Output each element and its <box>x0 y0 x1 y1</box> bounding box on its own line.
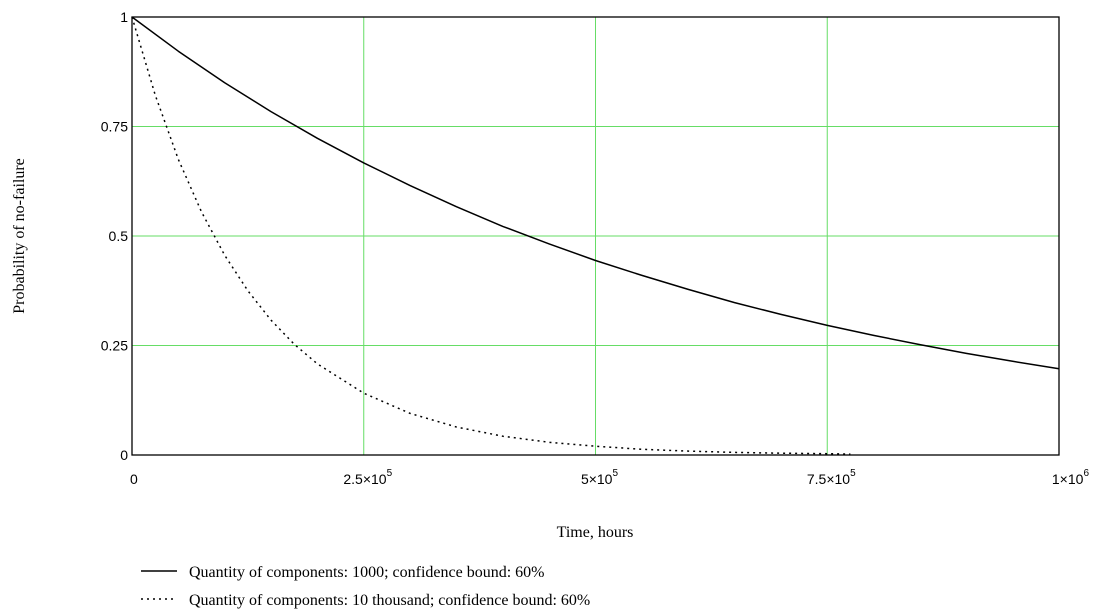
y-tick-label: 1 <box>120 9 128 25</box>
y-tick-label: 0 <box>120 447 128 463</box>
legend-label-series-2: Quantity of components: 10 thousand; con… <box>189 592 590 609</box>
y-tick-label: 0.25 <box>101 338 128 354</box>
y-tick-label: 0.5 <box>109 228 129 244</box>
x-axis-label: Time, hours <box>557 524 634 541</box>
x-tick-label: 0 <box>130 471 138 487</box>
y-axis-label: Probability of no-failure <box>11 158 28 314</box>
plot-frame <box>131 16 1060 456</box>
y-tick-label: 0.75 <box>101 119 128 135</box>
series-line-2 <box>131 16 851 455</box>
x-tick-label: 5×105 <box>581 468 619 487</box>
series-line-1 <box>131 16 1060 370</box>
y-ticks: 0 0.25 0.5 0.75 1 <box>101 9 128 463</box>
x-tick-label: 2.5×105 <box>343 468 392 487</box>
x-ticks: 0 2.5×105 5×105 7.5×105 1×106 <box>130 468 1089 487</box>
series-layer <box>131 16 1060 455</box>
x-tick-label: 1×106 <box>1052 468 1090 487</box>
x-tick-label: 7.5×105 <box>807 468 856 487</box>
legend-label-series-1: Quantity of components: 1000; confidence… <box>189 564 544 581</box>
grid <box>132 17 1059 455</box>
legend: Quantity of components: 1000; confidence… <box>141 564 590 609</box>
